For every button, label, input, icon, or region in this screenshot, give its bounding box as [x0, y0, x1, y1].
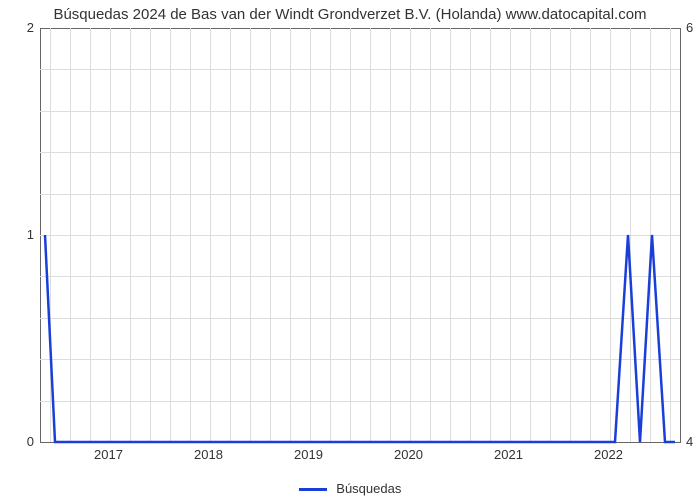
- legend-label: Búsquedas: [336, 481, 401, 496]
- series-path: [45, 235, 675, 442]
- legend-swatch: [299, 488, 327, 491]
- chart-legend: Búsquedas: [0, 481, 700, 496]
- line-series: [0, 0, 700, 500]
